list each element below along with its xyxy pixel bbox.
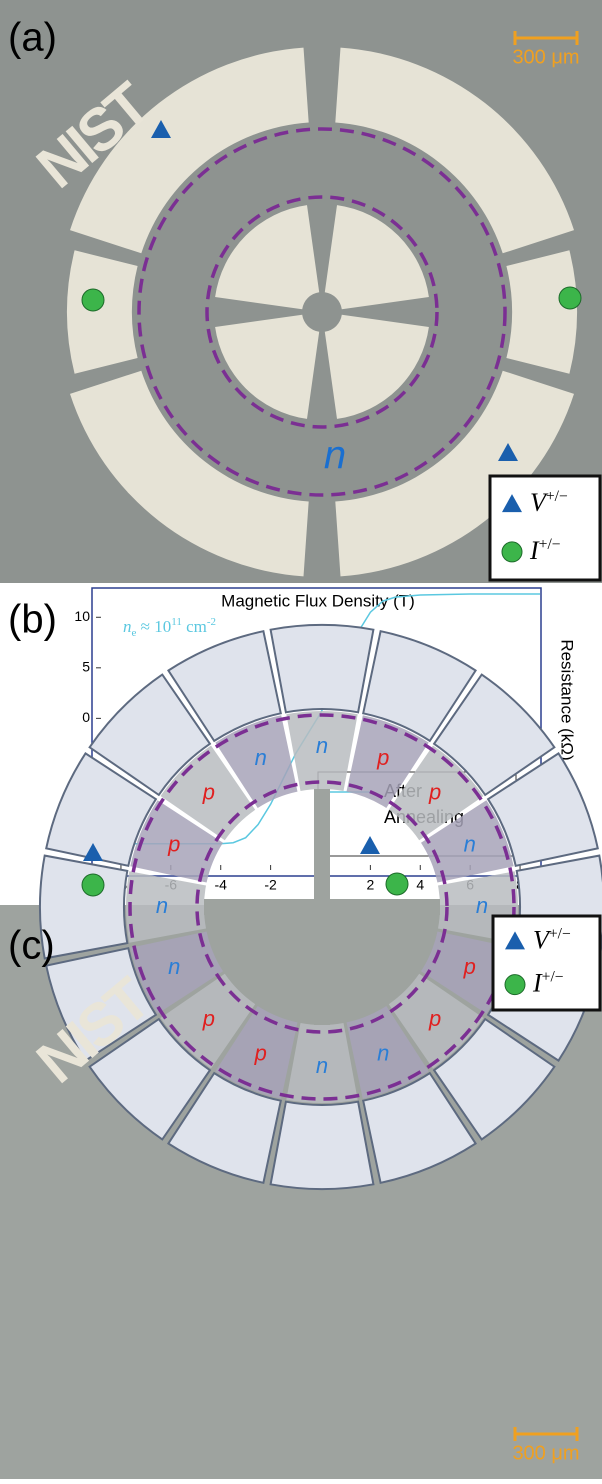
- circle-marker: [82, 874, 104, 896]
- region-label: n: [464, 832, 476, 857]
- annotation: ne ≈ 1011 cm-2: [123, 616, 216, 639]
- contact-pad: [67, 250, 138, 373]
- region-label: p: [167, 832, 180, 857]
- scale-bar-label: 300 μm: [512, 46, 579, 68]
- x-tick-label: 4: [416, 877, 424, 893]
- legend-sup: +/−: [542, 968, 564, 985]
- outer-pad: [271, 1102, 374, 1189]
- legend-sup: +/−: [549, 925, 571, 942]
- annotation-symbol: n: [123, 617, 132, 636]
- region-label: p: [428, 1006, 441, 1031]
- region-label: n: [476, 893, 488, 918]
- circle-marker: [559, 287, 581, 309]
- region-label: n: [156, 893, 168, 918]
- contact-pad: [506, 250, 577, 373]
- region-label: n: [324, 434, 346, 478]
- chart-title: Magnetic Flux Density (T): [221, 591, 415, 610]
- y-tick-label: 10: [74, 608, 90, 624]
- cross-bar: [204, 899, 440, 915]
- annotation-sup: 11: [171, 616, 182, 628]
- y-axis-label: Resistance (kΩ): [558, 639, 577, 760]
- region-label: p: [202, 780, 215, 805]
- region-label: n: [377, 1041, 389, 1066]
- region-label: p: [428, 780, 441, 805]
- circle-marker: [502, 542, 522, 562]
- region-label: p: [254, 1041, 267, 1066]
- y-tick-label: 0: [82, 709, 90, 725]
- annotation-unit: cm: [182, 617, 207, 636]
- annotation-text: ≈ 10: [136, 617, 171, 636]
- panel-label: (a): [8, 16, 57, 60]
- region-label: n: [168, 954, 180, 979]
- region-label: n: [316, 1053, 328, 1078]
- circle-marker: [82, 289, 104, 311]
- panel-label: (c): [8, 924, 55, 968]
- x-tick-label: -4: [214, 877, 227, 893]
- region-label: p: [202, 1006, 215, 1031]
- panel-label: (b): [8, 598, 57, 642]
- circle-marker: [505, 975, 525, 995]
- outer-pad: [271, 625, 374, 712]
- region-label: n: [255, 745, 267, 770]
- figure: (a)NIST300 μmnV+/−I+/−(b)Magnetic Flux D…: [0, 0, 602, 1479]
- region-label: p: [376, 745, 389, 770]
- circle-marker: [386, 873, 408, 895]
- y-tick-label: 5: [82, 659, 90, 675]
- region-label: n: [316, 733, 328, 758]
- legend-sup: +/−: [539, 536, 561, 553]
- region-label: p: [463, 954, 476, 979]
- annotation-unit-sup: -2: [207, 616, 216, 628]
- scale-bar-label: 300 μm: [512, 1442, 579, 1464]
- x-tick-label: 2: [366, 877, 374, 893]
- x-tick-label: -2: [264, 877, 277, 893]
- page: (a)NIST300 μmnV+/−I+/−(b)Magnetic Flux D…: [0, 0, 602, 1484]
- legend-sup: +/−: [546, 488, 568, 505]
